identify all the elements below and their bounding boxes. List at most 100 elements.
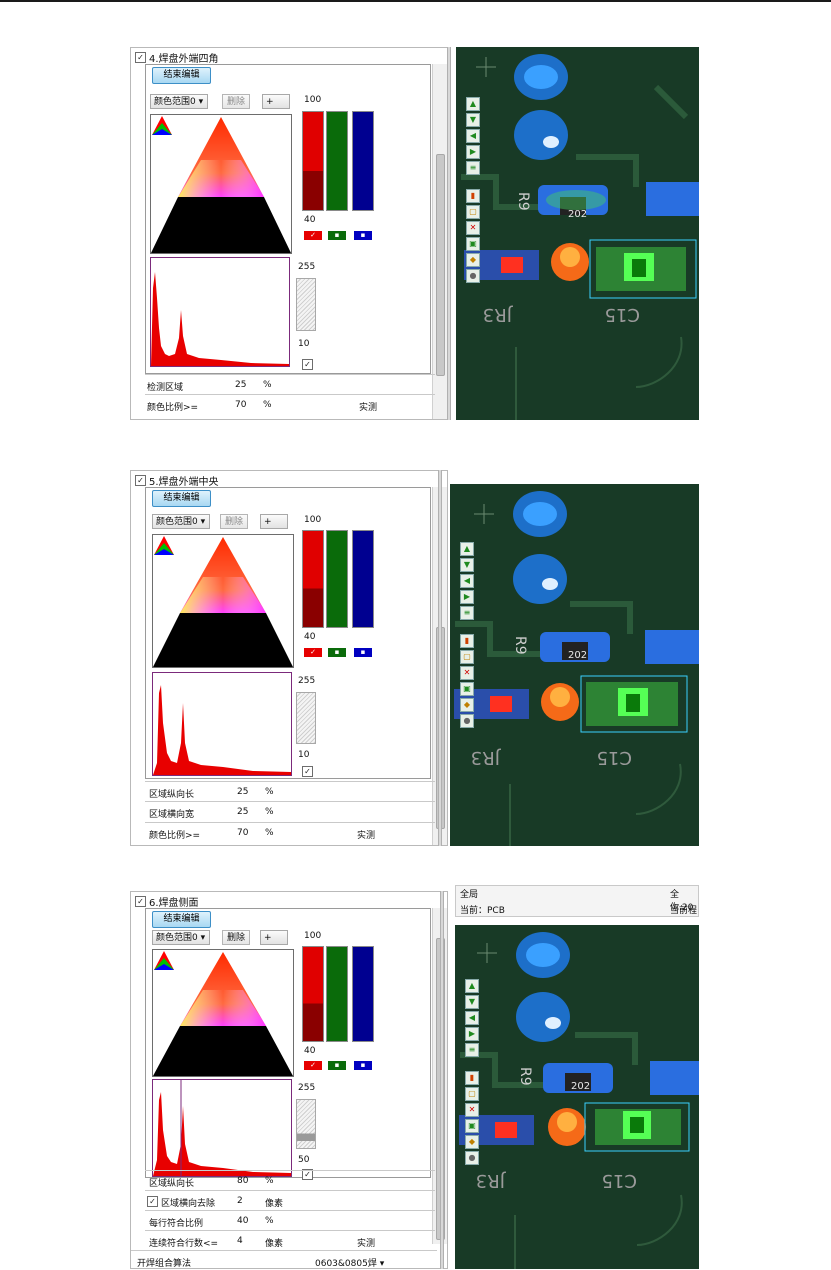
gray-range-slider[interactable] [296,1099,316,1149]
arrow-right-icon[interactable]: ▶ [460,590,474,604]
lock-icon[interactable]: ● [465,1151,479,1165]
inspection-image[interactable]: R9 202 C15 JR3 ▲ ▼ ◀ ▶ ≡ ▮ ▢ ✕ ▣ ◆ ● [450,484,699,846]
blue-enable-checkbox[interactable]: ▪ [354,231,372,240]
red-enable-checkbox[interactable]: ✓ [304,1061,322,1070]
arrow-left-icon[interactable]: ◀ [465,1011,479,1025]
intensity-histogram[interactable] [150,257,290,367]
end-edit-button[interactable]: 结束编辑 [152,911,211,928]
intensity-histogram[interactable] [152,1079,292,1177]
comment-icon[interactable]: ▢ [465,1087,479,1101]
color-range-select[interactable]: 颜色范围0 ▾ [152,514,210,529]
list-icon[interactable]: ≡ [460,606,474,620]
save-icon[interactable]: ▣ [460,682,474,696]
inspection-image[interactable]: R9 202 C15 JR3 ▲ ▼ ◀ ▶ ≡ ▮ ▢ ✕ ▣ ◆ ● [455,925,699,1269]
operator-select[interactable]: + [260,514,288,529]
gray-range-slider[interactable] [296,692,316,744]
arrow-left-icon[interactable]: ◀ [466,129,480,143]
list-icon[interactable]: ≡ [466,161,480,175]
panel-enable-checkbox[interactable]: ✓ [135,895,146,907]
list-icon[interactable]: ≡ [465,1043,479,1057]
scroll-thumb[interactable] [436,154,445,376]
gray-range-slider[interactable] [296,278,316,331]
arrow-down-icon[interactable]: ▼ [466,113,480,127]
param-value-input[interactable]: 25 [237,787,249,797]
delete-button[interactable]: 删除 [220,514,248,529]
param-value-input[interactable]: 40 [237,1216,249,1226]
red-channel-bar[interactable] [302,946,324,1061]
comment-icon[interactable]: ▢ [460,650,474,664]
hue-wheel-icon [154,536,174,555]
splitter[interactable] [438,470,442,846]
operator-select[interactable]: + [262,94,290,109]
intensity-histogram[interactable] [152,672,292,776]
delete-button[interactable]: 删除 [222,930,250,945]
splitter[interactable] [447,47,451,420]
gray-enable-checkbox[interactable]: ✓ [302,1169,313,1180]
red-channel-bar[interactable] [302,111,324,241]
param-value-input[interactable]: 2 [237,1196,243,1206]
panel-enable-checkbox[interactable]: ✓ [135,474,146,486]
green-bar-fill [326,946,348,1042]
green-channel-bar[interactable] [326,530,348,650]
color-triangle[interactable] [150,114,292,254]
delete-icon[interactable]: ✕ [460,666,474,680]
param-value-input[interactable]: 80 [237,1176,249,1186]
arrow-right-icon[interactable]: ▶ [466,145,480,159]
algorithm-select[interactable]: 0603&0805焊 ▾ [315,1259,385,1269]
arrow-right-icon[interactable]: ▶ [465,1027,479,1041]
save-icon[interactable]: ▣ [465,1119,479,1133]
red-channel-bar[interactable] [302,530,324,650]
blue-enable-checkbox[interactable]: ▪ [354,648,372,657]
param-value-input[interactable]: 70 [237,828,249,838]
operator-select[interactable]: + [260,930,288,945]
delete-icon[interactable]: ✕ [466,221,480,235]
param-value-input[interactable]: 70 [235,400,247,410]
histogram-icon[interactable]: ▮ [466,189,480,203]
color-range-select[interactable]: 颜色范围0 ▾ [152,930,210,945]
param-value-input[interactable]: 4 [237,1236,243,1246]
save-icon[interactable]: ▣ [466,237,480,251]
comment-icon[interactable]: ▢ [466,205,480,219]
delete-button[interactable]: 删除 [222,94,250,109]
red-enable-checkbox[interactable]: ✓ [304,231,322,240]
green-enable-checkbox[interactable]: ▪ [328,648,346,657]
blue-channel-bar[interactable] [352,946,374,1061]
histogram-icon[interactable]: ▮ [460,634,474,648]
end-edit-button[interactable]: 结束编辑 [152,67,211,84]
green-enable-checkbox[interactable]: ▪ [328,231,346,240]
green-enable-checkbox[interactable]: ▪ [328,1061,346,1070]
lock-icon[interactable]: ● [460,714,474,728]
row-enable-checkbox[interactable]: ✓ [147,1196,158,1207]
arrow-down-icon[interactable]: ▼ [465,995,479,1009]
lock-icon[interactable]: ● [466,269,480,283]
arrow-up-icon[interactable]: ▲ [465,979,479,993]
blue-channel-bar[interactable] [352,530,374,650]
histogram-icon[interactable]: ▮ [465,1071,479,1085]
param-value-input[interactable]: 25 [237,807,249,817]
arrow-left-icon[interactable]: ◀ [460,574,474,588]
end-edit-button[interactable]: 结束编辑 [152,490,211,507]
arrow-up-icon[interactable]: ▲ [460,542,474,556]
green-channel-bar[interactable] [326,111,348,241]
blue-channel-bar[interactable] [352,111,374,241]
gray-enable-checkbox[interactable]: ✓ [302,766,313,777]
panel-scrollbar[interactable] [432,64,447,419]
palette-icon[interactable]: ◆ [460,698,474,712]
splitter[interactable] [440,891,444,1269]
delete-icon[interactable]: ✕ [465,1103,479,1117]
color-range-select[interactable]: 颜色范围0 ▾ [150,94,208,109]
color-triangle-graphic [153,537,293,667]
blue-enable-checkbox[interactable]: ▪ [354,1061,372,1070]
palette-icon[interactable]: ◆ [466,253,480,267]
color-triangle[interactable] [152,534,294,668]
panel-enable-checkbox[interactable]: ✓ [135,51,146,63]
arrow-up-icon[interactable]: ▲ [466,97,480,111]
inspection-image[interactable]: R9 202 C15 JR3 ▲ ▼ ◀ ▶ ≡ ▮ ▢ ✕ ▣ ◆ ● [456,47,699,420]
red-enable-checkbox[interactable]: ✓ [304,648,322,657]
arrow-down-icon[interactable]: ▼ [460,558,474,572]
gray-enable-checkbox[interactable]: ✓ [302,359,313,370]
green-channel-bar[interactable] [326,946,348,1061]
palette-icon[interactable]: ◆ [465,1135,479,1149]
param-value-input[interactable]: 25 [235,380,247,390]
color-triangle[interactable] [152,949,294,1077]
